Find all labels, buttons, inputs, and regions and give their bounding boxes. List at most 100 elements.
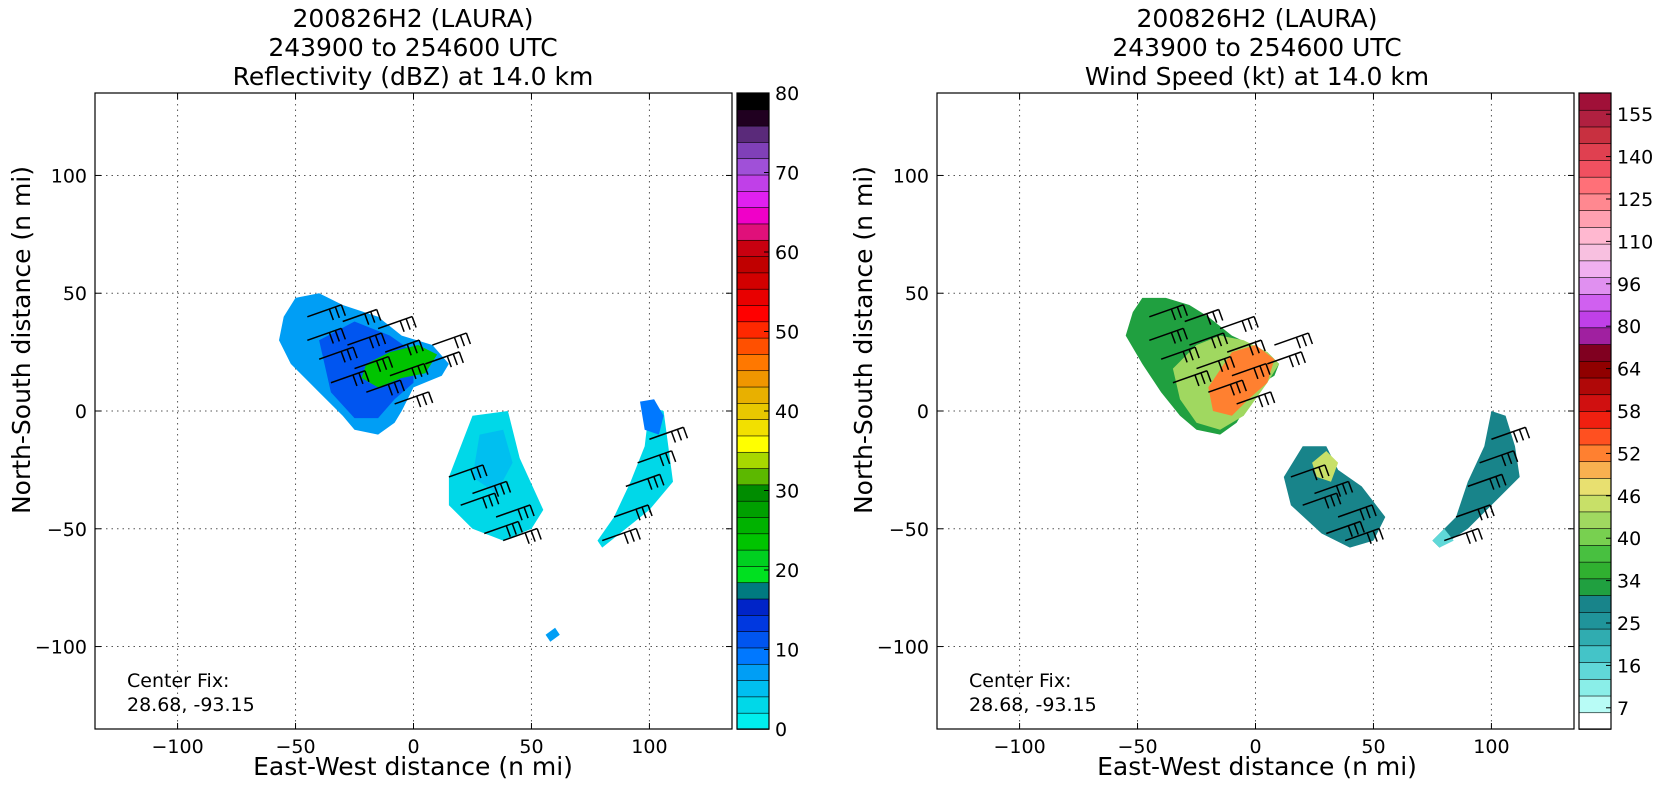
x-tick-label: −100 bbox=[151, 736, 203, 758]
colorbar-segment bbox=[736, 484, 770, 502]
colorbar-segment bbox=[736, 239, 770, 257]
wind-barb bbox=[472, 480, 512, 497]
wind-barb bbox=[1326, 520, 1365, 537]
colorbar-segment bbox=[736, 516, 770, 535]
colorbar-tick-label: 40 bbox=[1617, 528, 1641, 550]
title-line-3: Wind Speed (kt) at 14.0 km bbox=[1085, 62, 1429, 91]
grid bbox=[95, 93, 732, 729]
plot-area: −100 −50 0 50 100 −100 −50 0 50 100 bbox=[35, 92, 733, 758]
colorbar-tick-label: 46 bbox=[1617, 486, 1641, 508]
wind-barb bbox=[1196, 355, 1236, 373]
center-fix-label: Center Fix: bbox=[127, 670, 229, 692]
colorbar-segment bbox=[1578, 511, 1612, 529]
colorbar-tick-label: 96 bbox=[1617, 274, 1641, 296]
colorbar-segment bbox=[1578, 611, 1612, 630]
colorbar-segment bbox=[736, 92, 770, 111]
wind-barb bbox=[1290, 464, 1330, 481]
y-tick-label: 100 bbox=[893, 165, 929, 187]
wind-barb bbox=[394, 391, 434, 408]
colorbar-segment bbox=[736, 223, 770, 241]
colorbar-segment bbox=[1578, 193, 1612, 211]
colorbar-tick-label: 52 bbox=[1617, 443, 1641, 465]
colorbar-segment bbox=[736, 663, 770, 681]
colorbar-segment bbox=[736, 679, 770, 698]
center-fix-coordinates: 28.68, -93.15 bbox=[969, 694, 1097, 716]
y-tick-label: 50 bbox=[905, 283, 929, 305]
colorbar-segment bbox=[1578, 695, 1612, 714]
colorbar-segment bbox=[736, 598, 770, 616]
x-tick-label: −100 bbox=[993, 736, 1045, 758]
colorbar-tick-label: 80 bbox=[1617, 316, 1641, 338]
wind-barb bbox=[484, 520, 523, 537]
colorbar-tick-label: 0 bbox=[775, 719, 787, 741]
y-tick-label: 100 bbox=[51, 165, 87, 187]
colorbar: 0 10 20 30 40 50 60 70 80 bbox=[736, 83, 799, 741]
x-tick-label: 0 bbox=[407, 736, 419, 758]
colorbar-segment bbox=[1578, 527, 1612, 546]
colorbar-tick-label: 70 bbox=[775, 163, 799, 185]
wind-barbs bbox=[1149, 304, 1531, 545]
data-region bbox=[640, 399, 664, 435]
colorbar-segment bbox=[736, 206, 770, 225]
colorbar-segment bbox=[1578, 159, 1612, 178]
colorbar-tick-label: 10 bbox=[775, 640, 799, 662]
wind-barb bbox=[448, 464, 488, 481]
colorbar-segment bbox=[1578, 711, 1612, 730]
wind-barb bbox=[1184, 308, 1224, 325]
title-line-1: 200826H2 (LAURA) bbox=[293, 4, 534, 33]
x-tick-label: 0 bbox=[1249, 736, 1261, 758]
colorbar-segment bbox=[1578, 410, 1612, 429]
colorbar-tick-label: 140 bbox=[1617, 147, 1653, 169]
center-fix-label: Center Fix: bbox=[969, 670, 1071, 692]
colorbar-segment bbox=[1578, 427, 1612, 446]
data-region bbox=[472, 429, 513, 494]
colorbar-tick-label: 155 bbox=[1617, 104, 1653, 126]
wind-barb bbox=[432, 332, 472, 349]
colorbar-segment bbox=[736, 614, 770, 632]
y-tick-label: 0 bbox=[917, 401, 929, 423]
colorbar-segment bbox=[736, 451, 770, 469]
panel-reflectivity: 200826H2 (LAURA) 243900 to 254600 UTC Re… bbox=[7, 4, 799, 781]
wind-barb bbox=[366, 379, 406, 396]
wind-barb bbox=[1189, 332, 1229, 349]
colorbar-segment bbox=[736, 337, 770, 355]
y-axis-label: North-South distance (n mi) bbox=[849, 166, 878, 514]
x-axis-label: East-West distance (n mi) bbox=[253, 752, 573, 781]
x-tick-label: −50 bbox=[1117, 736, 1157, 758]
colorbar-segment bbox=[1578, 460, 1612, 479]
wind-barb bbox=[1274, 332, 1314, 349]
data-region bbox=[1432, 411, 1520, 548]
colorbar-segment bbox=[736, 369, 770, 388]
colorbar-tick-label: 50 bbox=[775, 322, 799, 344]
colorbar-segment bbox=[736, 272, 770, 290]
colorbar-segment bbox=[1578, 310, 1612, 329]
wind-barb bbox=[1149, 327, 1189, 344]
center-fix-coordinates: 28.68, -93.15 bbox=[127, 694, 255, 716]
wind-barb bbox=[1337, 504, 1377, 521]
colorbar-segment bbox=[736, 467, 770, 486]
colorbar-tick-label: 80 bbox=[775, 83, 799, 105]
wind-barb bbox=[1344, 527, 1384, 545]
x-tick-label: 50 bbox=[1361, 736, 1385, 758]
colorbar-segment bbox=[1578, 260, 1612, 278]
colorbar-segment bbox=[736, 435, 770, 453]
wind-barb bbox=[637, 450, 677, 467]
wind-barb bbox=[318, 346, 358, 363]
wind-barb bbox=[377, 315, 417, 333]
colorbar-segment bbox=[1578, 209, 1612, 228]
colorbar-segment bbox=[736, 288, 770, 306]
title-line-3: Reflectivity (dBZ) at 14.0 km bbox=[233, 62, 594, 91]
data-region bbox=[597, 406, 673, 548]
panel-wind-speed: 200826H2 (LAURA) 243900 to 254600 UTC Wi… bbox=[849, 4, 1653, 781]
colorbar-tick-label: 25 bbox=[1617, 613, 1641, 635]
wind-barb bbox=[307, 304, 347, 321]
colorbar-segment bbox=[736, 549, 770, 567]
colorbar-tick-label: 20 bbox=[775, 560, 799, 582]
colorbar-segment bbox=[736, 353, 770, 372]
y-tick-label: 0 bbox=[75, 401, 87, 423]
colorbar-tick-label: 60 bbox=[775, 242, 799, 264]
title-line-1: 200826H2 (LAURA) bbox=[1137, 4, 1378, 33]
colorbar-tick-label: 34 bbox=[1617, 571, 1641, 593]
wind-barb bbox=[342, 308, 382, 325]
